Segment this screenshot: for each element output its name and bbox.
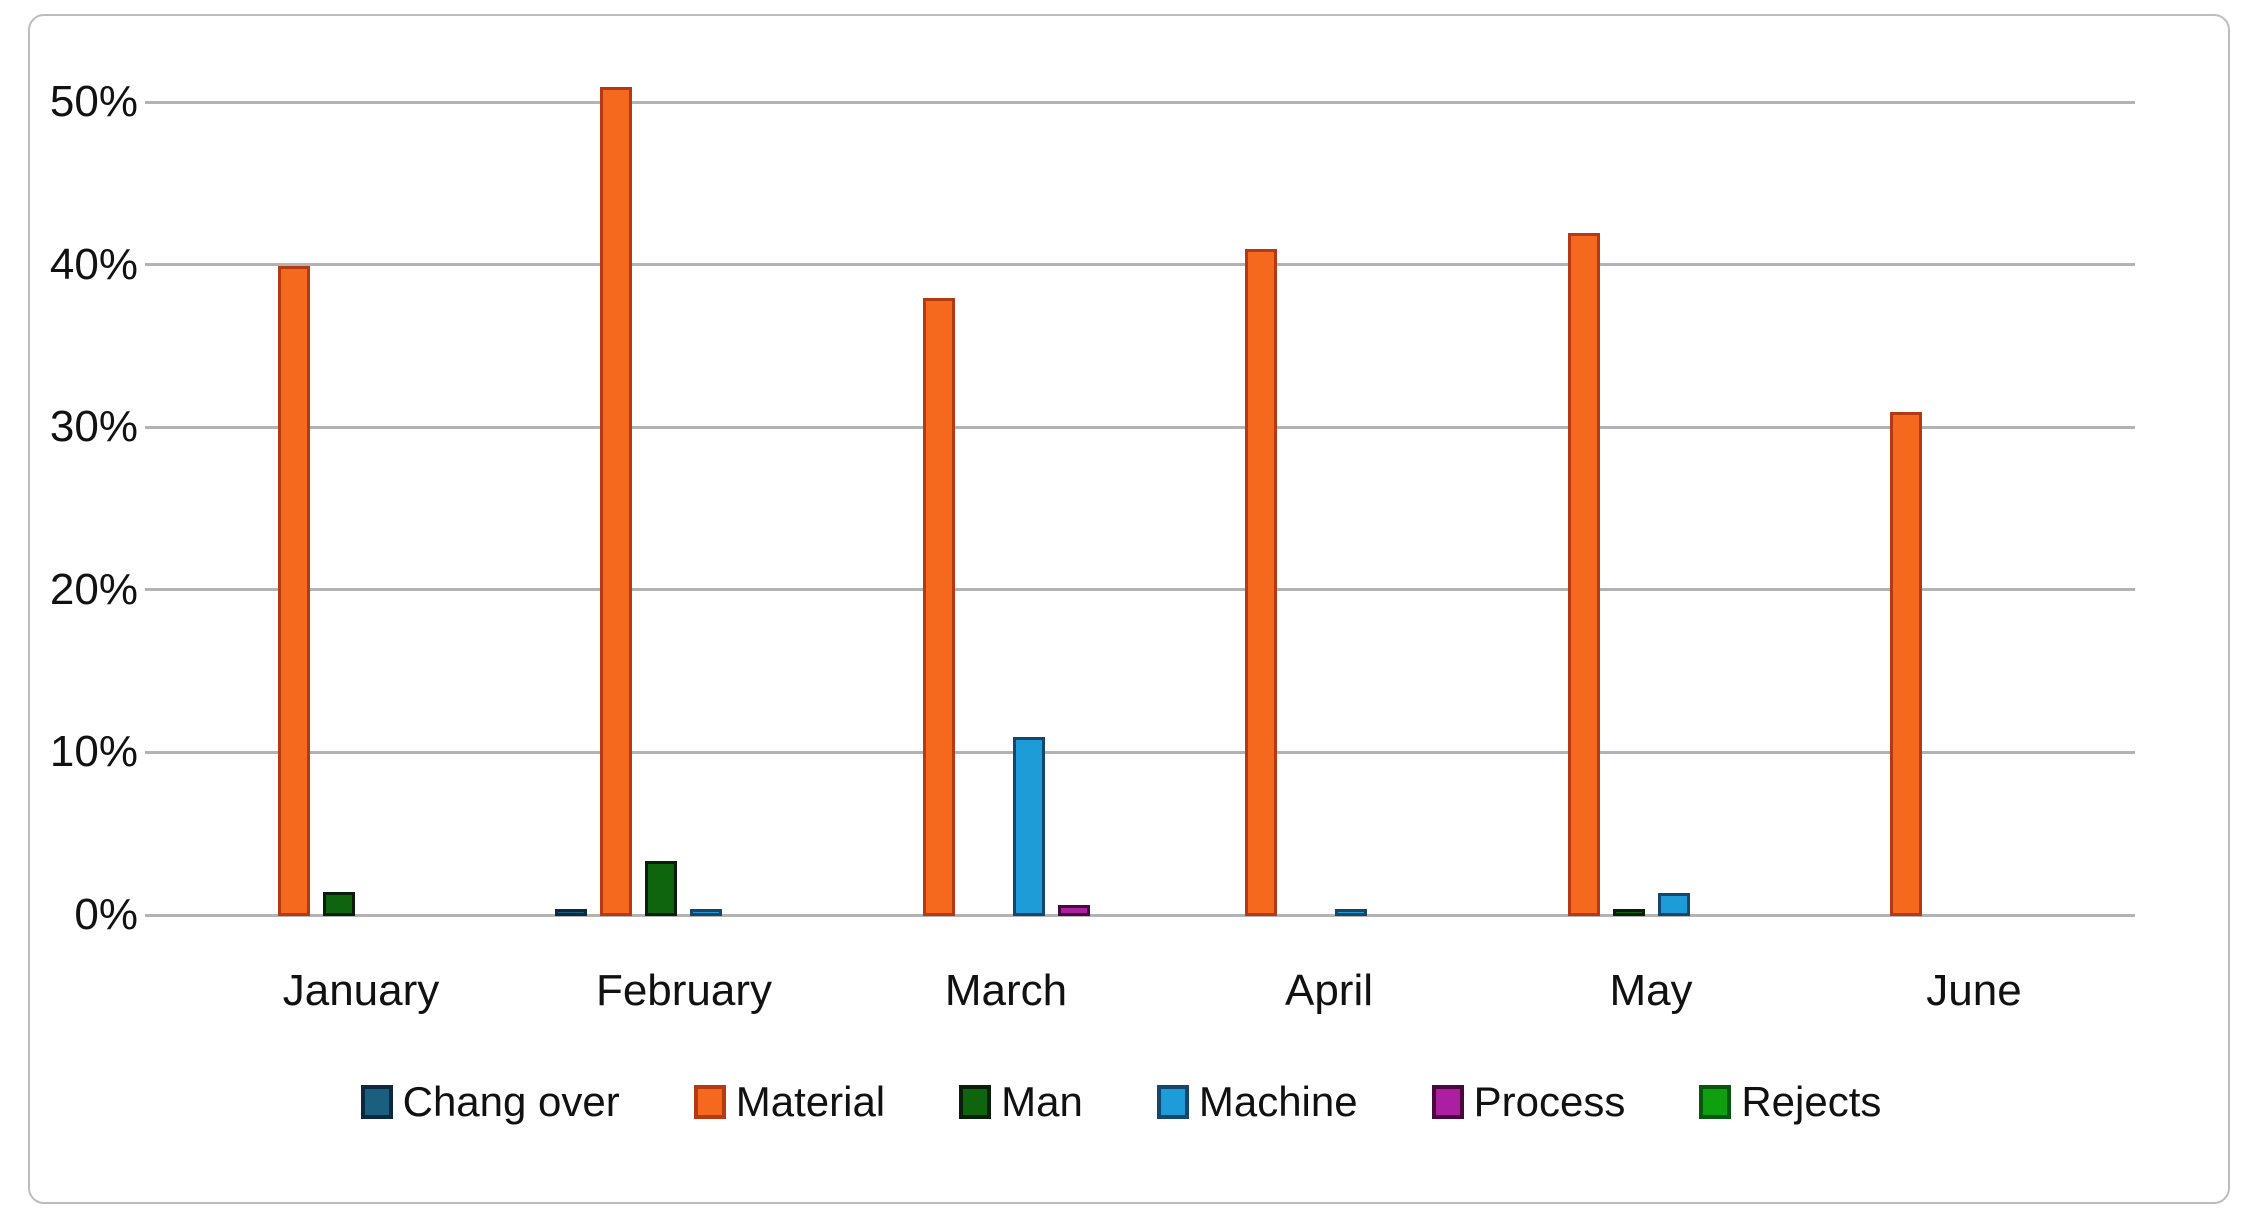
x-tick-label: January: [282, 966, 440, 1015]
bar-machine-may: [1658, 893, 1690, 916]
gridline: [145, 750, 2135, 754]
bar-material-may: [1568, 233, 1600, 916]
gridline: [145, 425, 2135, 429]
legend-item-material: Material: [693, 1078, 886, 1126]
legend-item-chang-over: Chang over: [360, 1078, 620, 1126]
legend: Chang over Material Man Machine Process Rejec…: [0, 1078, 2242, 1126]
legend-label: Material: [735, 1078, 886, 1125]
bar-man-january: [323, 892, 355, 916]
gridline: [145, 100, 2135, 104]
legend-item-process: Process: [1431, 1078, 1626, 1126]
y-tick-label: 30%: [49, 402, 138, 452]
legend-swatch-icon: [1431, 1085, 1464, 1119]
legend-label: Process: [1473, 1078, 1626, 1125]
bar-material-january: [278, 266, 310, 916]
legend-swatch-icon: [693, 1085, 726, 1119]
legend-item-rejects: Rejects: [1699, 1078, 1881, 1126]
bar-machine-february: [690, 909, 722, 916]
bar-man-may: [1613, 909, 1645, 916]
x-tick-label: March: [944, 966, 1068, 1015]
y-tick-label: 0%: [74, 890, 138, 939]
bar-material-february: [600, 87, 632, 916]
y-tick-label: 10%: [49, 727, 138, 777]
x-tick-label: February: [595, 966, 773, 1015]
gridline: [145, 588, 2135, 592]
legend-label: Machine: [1198, 1078, 1358, 1125]
legend-swatch-icon: [959, 1085, 992, 1119]
x-tick-label: June: [1926, 966, 2022, 1015]
y-tick-label: 20%: [49, 564, 138, 614]
legend-swatch-icon: [1156, 1085, 1189, 1119]
legend-label: Rejects: [1741, 1078, 1882, 1125]
legend-label: Man: [1001, 1078, 1083, 1125]
y-tick-label: 50%: [49, 77, 138, 126]
legend-swatch-icon: [1699, 1085, 1732, 1119]
gridline: [145, 263, 2135, 267]
bar-machine-march: [1013, 737, 1045, 916]
legend-swatch-icon: [360, 1085, 393, 1119]
bar-chang-over-february: [555, 909, 587, 916]
x-tick-label: May: [1609, 966, 1693, 1015]
legend-label: Chang over: [402, 1078, 620, 1125]
bar-material-june: [1890, 412, 1922, 916]
bar-material-march: [923, 298, 955, 916]
y-tick-label: 40%: [49, 239, 138, 289]
bar-material-april: [1245, 249, 1277, 916]
legend-item-man: Man: [959, 1078, 1083, 1126]
bar-man-february: [645, 861, 677, 916]
x-tick-label: April: [1284, 966, 1374, 1015]
gridline: [145, 913, 2135, 917]
bar-process-march: [1058, 905, 1090, 916]
bar-machine-april: [1335, 909, 1367, 916]
legend-item-machine: Machine: [1156, 1078, 1358, 1126]
chart-frame: [28, 14, 2230, 1204]
